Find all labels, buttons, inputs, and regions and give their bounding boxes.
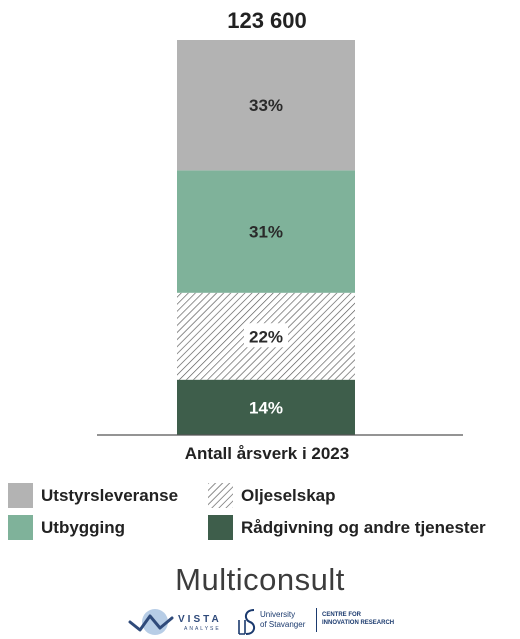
uis-logo-text: University of Stavanger: [260, 610, 320, 630]
data-label: 14%: [249, 398, 283, 417]
total-label: 123 600: [227, 8, 307, 33]
legend-swatch: [8, 515, 33, 540]
multiconsult-logo: Multiconsult: [175, 562, 345, 597]
legend-label: Utbygging: [41, 517, 126, 537]
bar-segment-utstyrsleveranse: [177, 40, 355, 171]
stacked-bar-chart: 14% 22% 31% 33% 123 600 Antall årsverk i 20…: [97, 8, 463, 463]
legend-item-oljeselskap: Oljeselskap: [208, 483, 336, 508]
cir-line-1: CENTRE FOR: [322, 612, 361, 618]
uis-logo-icon: [238, 609, 256, 635]
legend-item-radgivning: Rådgivning og andre tjenester: [208, 515, 486, 540]
data-label: 22%: [249, 327, 283, 346]
chart-svg: 14% 22% 31% 33% 123 600 Antall årsverk i 20…: [97, 8, 463, 463]
legend-label: Utstyrsleveranse: [41, 485, 179, 505]
bar-segment-r-dgivning-og-andre-tjenester: [177, 379, 355, 435]
cir-line-2: INNOVATION RESEARCH: [322, 620, 395, 626]
legend-label: Rådgivning og andre tjenester: [241, 517, 486, 537]
data-label: 33%: [249, 96, 283, 115]
legend-swatch: [8, 483, 33, 508]
partner-logos: VISTA ANALYSE University of Stavanger CE…: [128, 608, 428, 638]
legend-item-utbygging: Utbygging: [8, 515, 125, 540]
legend-label: Oljeselskap: [241, 485, 336, 505]
uis-line-1: University: [260, 610, 296, 619]
legend-swatch: [208, 515, 233, 540]
vista-logo-subtext: ANALYSE: [184, 626, 221, 632]
bar-segment-utbygging: [177, 170, 355, 293]
cir-logo-text: CENTRE FOR INNOVATION RESEARCH: [322, 611, 432, 627]
legend-item-utstyrsleveranse: Utstyrsleveranse: [8, 483, 178, 508]
data-label: 31%: [249, 223, 283, 242]
legend-swatch-hatch: [208, 483, 233, 508]
vista-logo-text: VISTA: [178, 614, 222, 625]
logo-separator: [316, 608, 317, 632]
vista-logo-icon: [128, 609, 174, 635]
data-label-background: [244, 323, 288, 348]
x-axis-label: Antall årsverk i 2023: [185, 444, 349, 463]
uis-line-2: of Stavanger: [260, 620, 306, 629]
